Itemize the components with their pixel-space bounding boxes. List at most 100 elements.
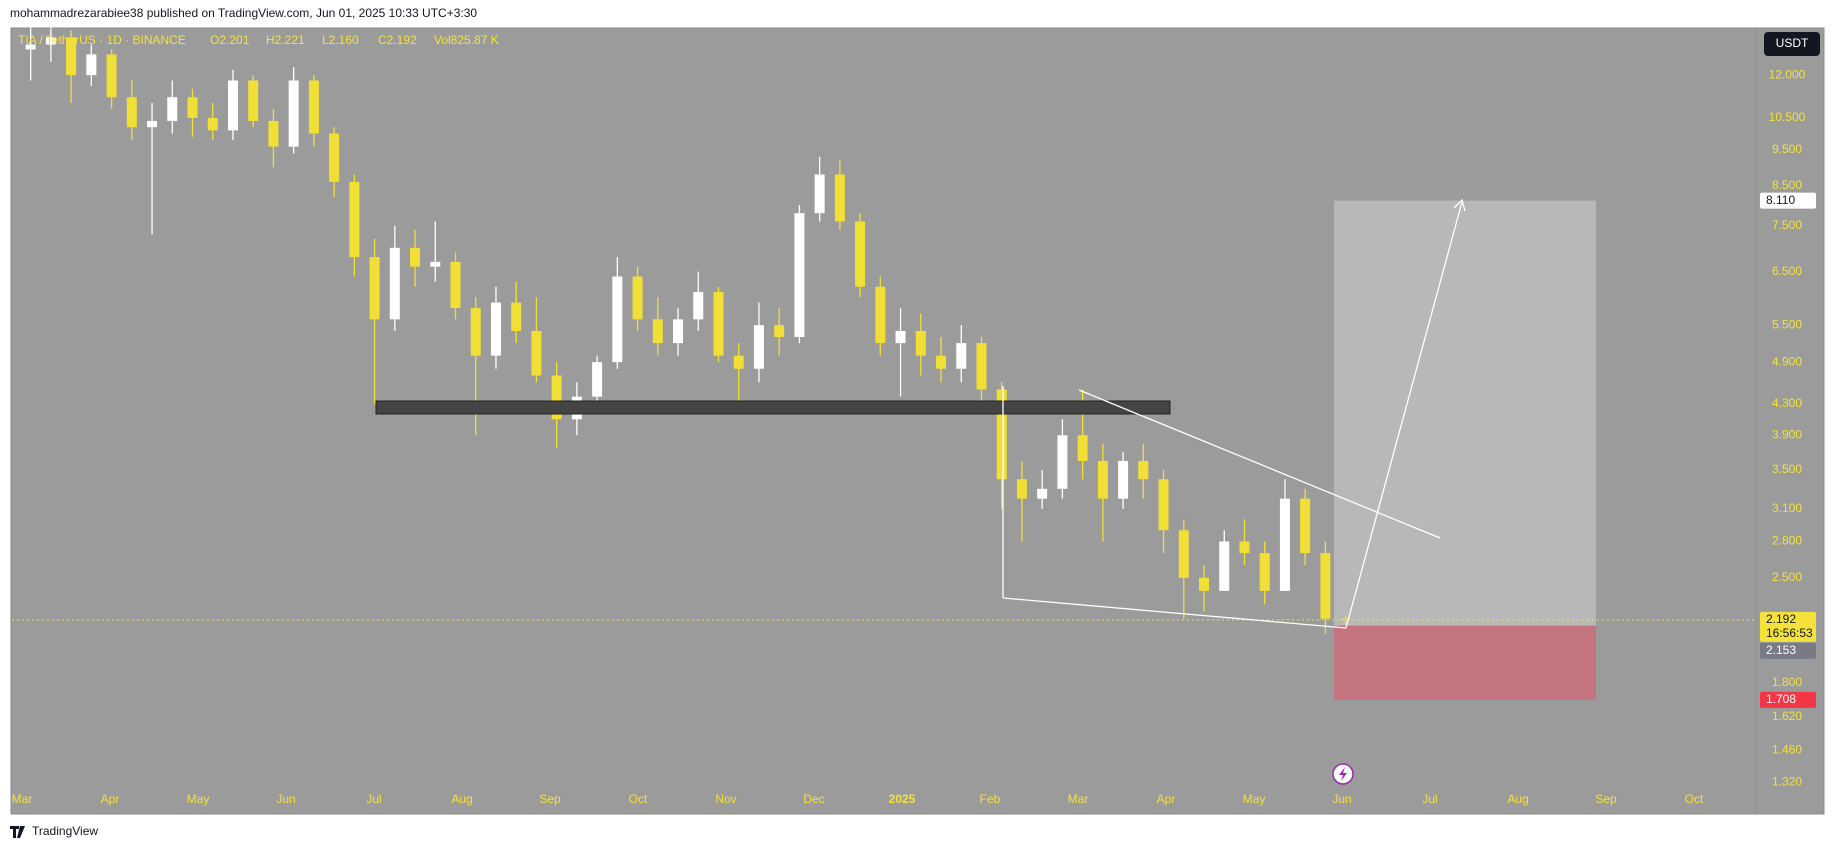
x-tick-label: Apr <box>101 792 120 806</box>
candle-body <box>66 37 77 76</box>
candle-body <box>147 120 158 128</box>
legend-item: O2.201 <box>210 33 250 47</box>
candle-body <box>814 174 825 214</box>
candle-body <box>1320 553 1331 619</box>
x-tick-label: Mar <box>12 792 33 806</box>
candle-body <box>1037 488 1048 499</box>
candle-body <box>268 120 279 147</box>
series-layer <box>12 21 1756 700</box>
y-tick-label: 9.500 <box>1772 142 1802 156</box>
wedge-lower <box>1002 597 1347 629</box>
candle-body <box>1077 435 1088 461</box>
y-tick-label: 1.320 <box>1772 775 1802 789</box>
y-tick-label: 7.500 <box>1772 218 1802 232</box>
candle-body <box>733 355 744 369</box>
legend-item: Vol825.87 K <box>434 33 499 47</box>
candle-body <box>329 133 340 182</box>
candle-body <box>1057 435 1068 489</box>
x-tick-label: Sep <box>1595 792 1617 806</box>
y-tick-label: 8.500 <box>1772 178 1802 192</box>
candle-body <box>895 330 906 344</box>
candle-body <box>531 330 542 376</box>
candle-body <box>592 362 603 397</box>
x-tick-label: Jul <box>366 792 381 806</box>
legend-item: C2.192 <box>378 33 417 47</box>
x-tick-label: Oct <box>1685 792 1704 806</box>
candle-body <box>855 221 866 287</box>
candle-body <box>187 97 198 118</box>
support-zone <box>375 400 1171 415</box>
event-bolt <box>1339 767 1347 781</box>
candle-body <box>956 343 967 369</box>
stop-label: 1.708 <box>1766 692 1796 706</box>
candle-body <box>673 319 684 344</box>
candle-body <box>1138 460 1149 480</box>
candle-body <box>1199 577 1210 591</box>
x-tick-label: Sep <box>539 792 561 806</box>
entry-tag <box>1760 642 1816 659</box>
candle-body <box>1279 498 1290 591</box>
candle-body <box>632 276 643 320</box>
x-tick-label: Jun <box>1332 792 1351 806</box>
candle-body <box>1219 541 1230 591</box>
candle-body <box>1158 479 1169 531</box>
candle-body <box>713 291 724 356</box>
candle-body <box>288 80 299 147</box>
candle-body <box>470 308 481 356</box>
candle-body <box>1097 460 1108 499</box>
candle-body <box>996 389 1007 480</box>
x-tick-label: May <box>1243 792 1266 806</box>
candle-body <box>389 247 400 320</box>
y-tick-label: 1.620 <box>1772 709 1802 723</box>
candle-body <box>1340 618 1351 620</box>
wedge-upper <box>1078 389 1441 539</box>
candle-body <box>774 325 785 337</box>
y-tick-label: 1.800 <box>1772 675 1802 689</box>
candle-body <box>106 54 117 98</box>
x-tick-label: Apr <box>1157 792 1176 806</box>
y-tick-label: 1.460 <box>1772 742 1802 756</box>
candle-body <box>167 97 178 121</box>
x-tick-label: Dec <box>803 792 824 806</box>
candle-body <box>369 257 380 320</box>
stop-tag <box>1760 691 1816 708</box>
y-tick-label: 2.800 <box>1772 534 1802 548</box>
x-tick-label: Feb <box>980 792 1001 806</box>
candle-body <box>25 44 36 50</box>
y-tick-label: 2.500 <box>1772 570 1802 584</box>
brand: TradingView <box>32 824 98 838</box>
target-zone <box>1334 200 1596 626</box>
last-price-tag <box>1760 611 1816 642</box>
y-tick-label: 12.000 <box>1769 67 1806 81</box>
y-tick-label: 3.500 <box>1772 462 1802 476</box>
candle-body <box>227 80 238 131</box>
y-tick-label: 3.100 <box>1772 501 1802 515</box>
candle-body <box>1239 541 1250 554</box>
y-tick-label: 4.900 <box>1772 354 1802 368</box>
arrow-head <box>1453 198 1466 212</box>
candle-body <box>1178 530 1189 578</box>
target-tag <box>1760 192 1816 209</box>
candle-body <box>45 37 56 45</box>
candle-body <box>936 355 947 369</box>
byline: mohammadrezarabiee38 published on Tradin… <box>10 6 477 20</box>
target-label: 8.110 <box>1766 193 1795 207</box>
candle-body <box>875 286 886 344</box>
candle-body <box>834 174 845 222</box>
candle-body <box>794 213 805 337</box>
x-tick-label: Mar <box>1068 792 1089 806</box>
candle-body <box>410 247 421 267</box>
candle-body <box>1259 553 1270 591</box>
x-tick-label: Aug <box>451 792 472 806</box>
countdown: 16:56:53 <box>1766 626 1813 640</box>
legend-item: L2.160 <box>322 33 359 47</box>
candle-body <box>207 117 218 131</box>
x-tick-label: 2025 <box>889 792 916 806</box>
target-arrow <box>1345 201 1463 629</box>
y-tick-label: 3.900 <box>1772 427 1802 441</box>
x-tick-label: Aug <box>1507 792 1528 806</box>
currency-button[interactable] <box>1764 32 1820 56</box>
y-tick-label: 10.500 <box>1769 110 1806 124</box>
